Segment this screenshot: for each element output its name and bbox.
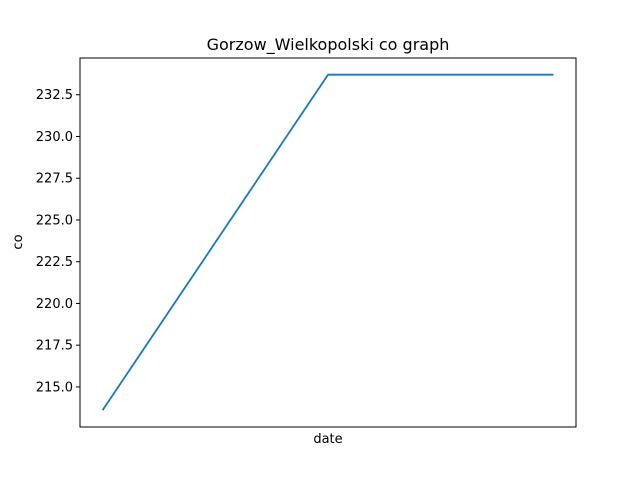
series-layer [101, 73, 554, 411]
y-tick-label: 232.5 [36, 88, 73, 103]
y-tick-label: 215.0 [36, 380, 73, 395]
y-axis-label: co [11, 234, 26, 249]
series-line [101, 73, 554, 411]
y-tick-label: 225.0 [36, 213, 73, 228]
y-axis-ticks: 215.0 217.5 220.0 222.5 225.0 227.5 230.0 232.5 [36, 88, 80, 395]
plot-area-frame [79, 57, 577, 428]
x-axis-label: date [313, 432, 342, 447]
y-tick-label: 217.5 [36, 339, 73, 354]
y-tick-label: 220.0 [36, 297, 73, 312]
y-tick-label: 222.5 [36, 255, 73, 270]
y-tick-label: 230.0 [36, 130, 73, 145]
chart-title: Gorzow_Wielkopolski co graph [207, 35, 450, 55]
y-tick-label: 227.5 [36, 172, 73, 187]
